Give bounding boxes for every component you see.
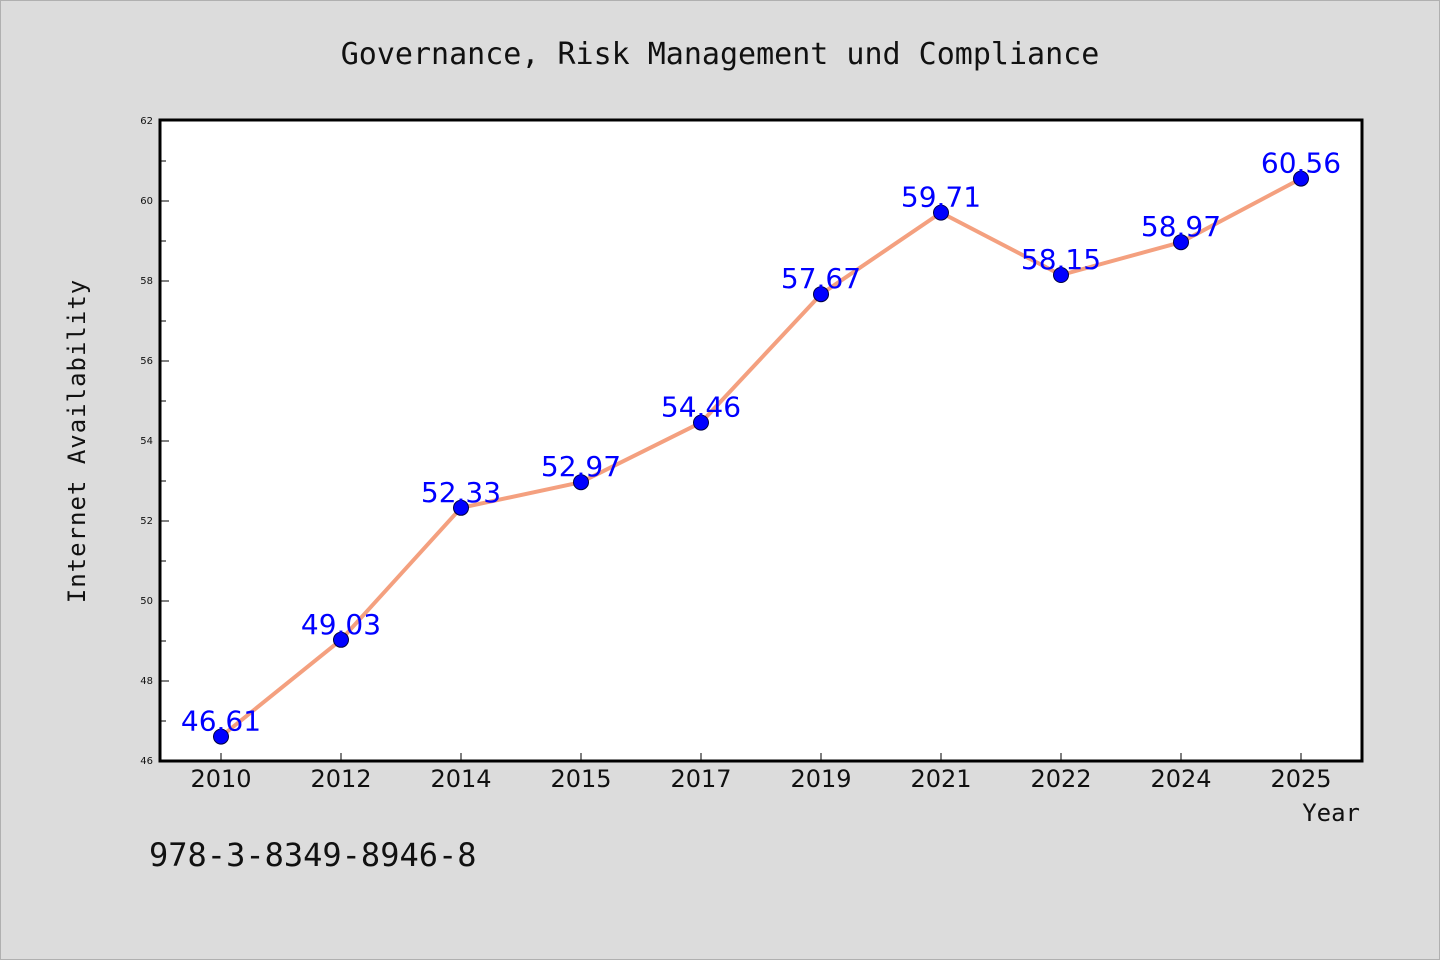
data-label: 52.33 [421, 476, 501, 509]
data-point [813, 286, 829, 303]
data-label: 57.67 [781, 262, 861, 295]
data-point [453, 499, 469, 516]
y-axis: 46 48 50 52 54 56 58 60 62 [140, 116, 169, 767]
data-label: 58.97 [1141, 210, 1221, 243]
data-label: 59.71 [901, 181, 981, 214]
data-label: 60.56 [1261, 147, 1341, 180]
data-label: 52.97 [541, 450, 621, 483]
data-point [1053, 267, 1069, 283]
data-point [333, 631, 349, 648]
x-axis-label: Year [1302, 799, 1360, 827]
x-tick-label: 2019 [790, 765, 851, 793]
x-tick-label: 2017 [670, 765, 731, 793]
y-tick-label: 62 [140, 116, 153, 127]
y-axis-label: Internet Availability [63, 279, 91, 603]
x-tick-label: 2022 [1030, 765, 1091, 793]
x-axis: 2010 2012 2014 2015 2017 2019 2021 2022 2024 2025 [190, 753, 1332, 793]
x-tick-label: 2014 [430, 765, 491, 793]
data-label-layer: 46.61 49.03 52.33 52.97 54.46 57.67 59.71 58.15… [181, 147, 1341, 738]
data-label: 54.46 [661, 391, 741, 424]
data-point [213, 728, 229, 745]
chart-title: Governance, Risk Management und Complian… [341, 37, 1100, 72]
data-point [573, 474, 589, 491]
isbn-footnote: 978-3-8349-8946-8 [149, 836, 477, 874]
data-point [933, 204, 949, 221]
data-point [693, 414, 709, 431]
data-label: 58.15 [1021, 243, 1101, 276]
y-tick-label: 54 [140, 436, 153, 447]
x-tick-label: 2015 [550, 765, 611, 793]
marker-layer [213, 170, 1309, 745]
plot-area [158, 118, 1364, 763]
x-tick-label: 2012 [310, 765, 371, 793]
data-label: 49.03 [301, 608, 381, 641]
x-tick-label: 2021 [910, 765, 971, 793]
data-point [1293, 170, 1309, 187]
x-tick-label: 2010 [190, 765, 251, 793]
y-tick-label: 46 [140, 756, 153, 767]
y-tick-label: 48 [140, 676, 153, 687]
series-line-layer [219, 176, 1302, 739]
x-tick-label: 2024 [1150, 765, 1211, 793]
x-tick-label: 2025 [1270, 765, 1331, 793]
y-tick-label: 60 [140, 196, 153, 207]
y-tick-label: 50 [140, 596, 153, 607]
y-tick-label: 52 [140, 516, 153, 527]
data-point [1173, 234, 1189, 251]
y-tick-label: 56 [140, 356, 153, 367]
y-tick-label: 58 [140, 276, 153, 287]
data-label: 46.61 [181, 705, 261, 738]
series-line [219, 176, 1302, 739]
